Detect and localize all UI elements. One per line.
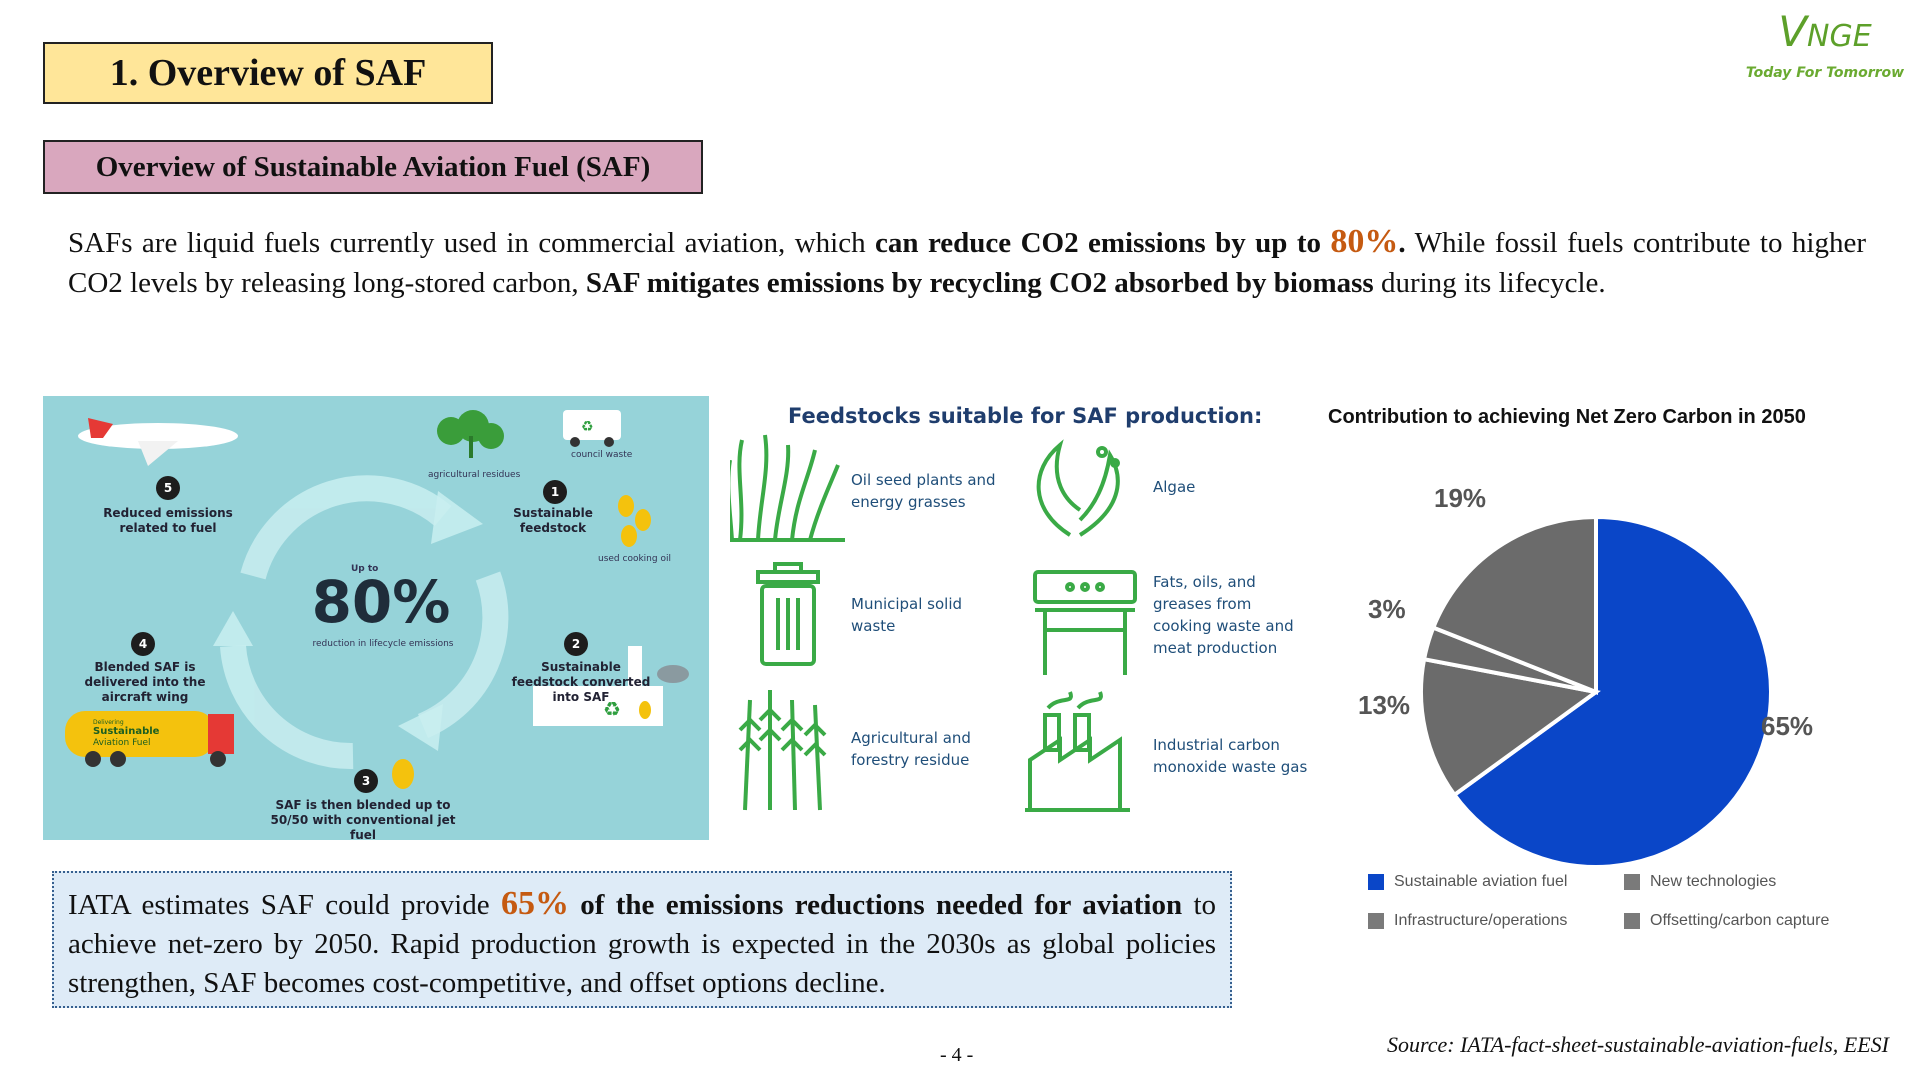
logo-tagline: Today For Tomorrow bbox=[1745, 65, 1905, 81]
pie-slice-offsetting-carbon-capture bbox=[1419, 656, 1601, 798]
svg-text:♻: ♻ bbox=[603, 697, 621, 721]
algae-icon bbox=[1036, 439, 1120, 537]
iata-estimate-box: IATA estimates SAF could provide 65% of … bbox=[52, 871, 1232, 1008]
step-5-badge: 5 bbox=[156, 476, 180, 500]
step-4-badge: 4 bbox=[131, 632, 155, 656]
cooking-oil-label: used cooking oil bbox=[598, 554, 671, 564]
chart-title: Contribution to achieving Net Zero Carbo… bbox=[1328, 406, 1806, 428]
svg-text:♻: ♻ bbox=[581, 419, 594, 435]
center-caption: reduction in lifecycle emissions bbox=[312, 639, 454, 649]
pct-label-infrastructure: 3% bbox=[1368, 594, 1406, 624]
oil-drop-icon bbox=[618, 495, 651, 547]
svg-text:Aviation Fuel: Aviation Fuel bbox=[93, 738, 151, 748]
section-title: Overview of Sustainable Aviation Fuel (S… bbox=[43, 140, 703, 194]
logo-mark: VNGE bbox=[1778, 7, 1872, 56]
svg-text:Delivering: Delivering bbox=[93, 719, 124, 726]
wheat-icon bbox=[738, 690, 827, 811]
legend-swatch bbox=[1624, 913, 1640, 929]
factory-icon: ♻ bbox=[533, 646, 689, 726]
feedstock-label-algae: Algae bbox=[1153, 478, 1196, 496]
step-2-label: Sustainable feedstock converted into SAF bbox=[511, 660, 651, 704]
legend-item-infrastructure: Infrastructure/operations bbox=[1368, 912, 1567, 930]
feedstock-label-industrial: Industrial carbon monoxide waste gas bbox=[1153, 736, 1308, 776]
feedstock-label-msw: Municipal solid waste bbox=[851, 595, 963, 635]
legend-swatch bbox=[1368, 874, 1384, 890]
step-1-label: Sustainable feedstock bbox=[513, 506, 593, 535]
industrial-factory-icon bbox=[1025, 691, 1130, 812]
step-5-label: Reduced emissions related to fuel bbox=[103, 506, 233, 535]
center-value: 80% bbox=[311, 568, 451, 636]
fuel-drop-icon bbox=[392, 759, 414, 789]
feedstock-label-fats: Fats, oils, and greases from cooking was… bbox=[1153, 573, 1294, 657]
legend-item-offsetting: Offsetting/carbon capture bbox=[1624, 912, 1829, 930]
net-zero-pie-chart bbox=[1419, 514, 1773, 869]
step-2-badge: 2 bbox=[564, 632, 588, 656]
step-3-badge: 3 bbox=[354, 769, 378, 793]
legend-swatch bbox=[1624, 874, 1640, 890]
feedstock-label-grasses: Oil seed plants and energy grasses bbox=[851, 471, 996, 511]
intro-paragraph: SAFs are liquid fuels currently used in … bbox=[68, 223, 1867, 299]
grass-icon bbox=[730, 434, 845, 542]
legend-item-new-tech: New technologies bbox=[1624, 873, 1776, 891]
center-up-to: Up to bbox=[351, 564, 379, 574]
page-number: - 4 - bbox=[940, 1044, 974, 1066]
legend-item-saf: Sustainable aviation fuel bbox=[1368, 873, 1567, 891]
feedstocks-title: Feedstocks suitable for SAF production: bbox=[788, 404, 1263, 428]
pct-label-new-tech: 19% bbox=[1434, 483, 1487, 513]
company-logo: VNGE Today For Tomorrow bbox=[1740, 7, 1910, 94]
cycle-graphics: ♻ ♻ Delivering Sustainable Aviation Fuel bbox=[65, 410, 689, 789]
feedstock-label-agri: Agricultural and forestry residue bbox=[851, 729, 971, 769]
step-3-label: SAF is then blended up to 50/50 with con… bbox=[270, 798, 456, 840]
feedstock-icons bbox=[730, 434, 1137, 812]
step-4-label: Blended SAF is delivered into the aircra… bbox=[84, 660, 206, 704]
step-1-badge: 1 bbox=[543, 480, 567, 504]
cycle-arrow-top bbox=[240, 475, 452, 580]
council-truck-icon: ♻ bbox=[563, 410, 621, 447]
saf-lifecycle-infographic: ♻ ♻ Delivering Sustainable Aviation Fuel… bbox=[43, 396, 709, 840]
source-citation: Source: IATA-fact-sheet-sustainable-avia… bbox=[1387, 1032, 1889, 1057]
pct-label-saf: 65% bbox=[1761, 711, 1814, 741]
agri-residue-label: agricultural residues bbox=[428, 470, 521, 480]
slide-title: 1. Overview of SAF bbox=[43, 42, 493, 104]
council-waste-label: council waste bbox=[571, 450, 633, 460]
pie-slice-sustainable-aviation-fuel bbox=[1451, 514, 1773, 869]
pct-label-offsetting: 13% bbox=[1358, 690, 1411, 720]
legend-swatch bbox=[1368, 913, 1384, 929]
grill-icon bbox=[1033, 570, 1137, 675]
airplane-icon bbox=[78, 418, 238, 466]
cycle-arrow-right bbox=[417, 571, 509, 738]
cycle-arrow-left bbox=[220, 644, 354, 770]
trash-bin-icon bbox=[756, 562, 820, 666]
svg-text:Sustainable: Sustainable bbox=[93, 726, 160, 737]
pie-slice-new-technologies bbox=[1430, 514, 1598, 695]
tree-icon bbox=[437, 410, 504, 458]
tanker-truck-icon: Delivering Sustainable Aviation Fuel bbox=[65, 711, 234, 767]
